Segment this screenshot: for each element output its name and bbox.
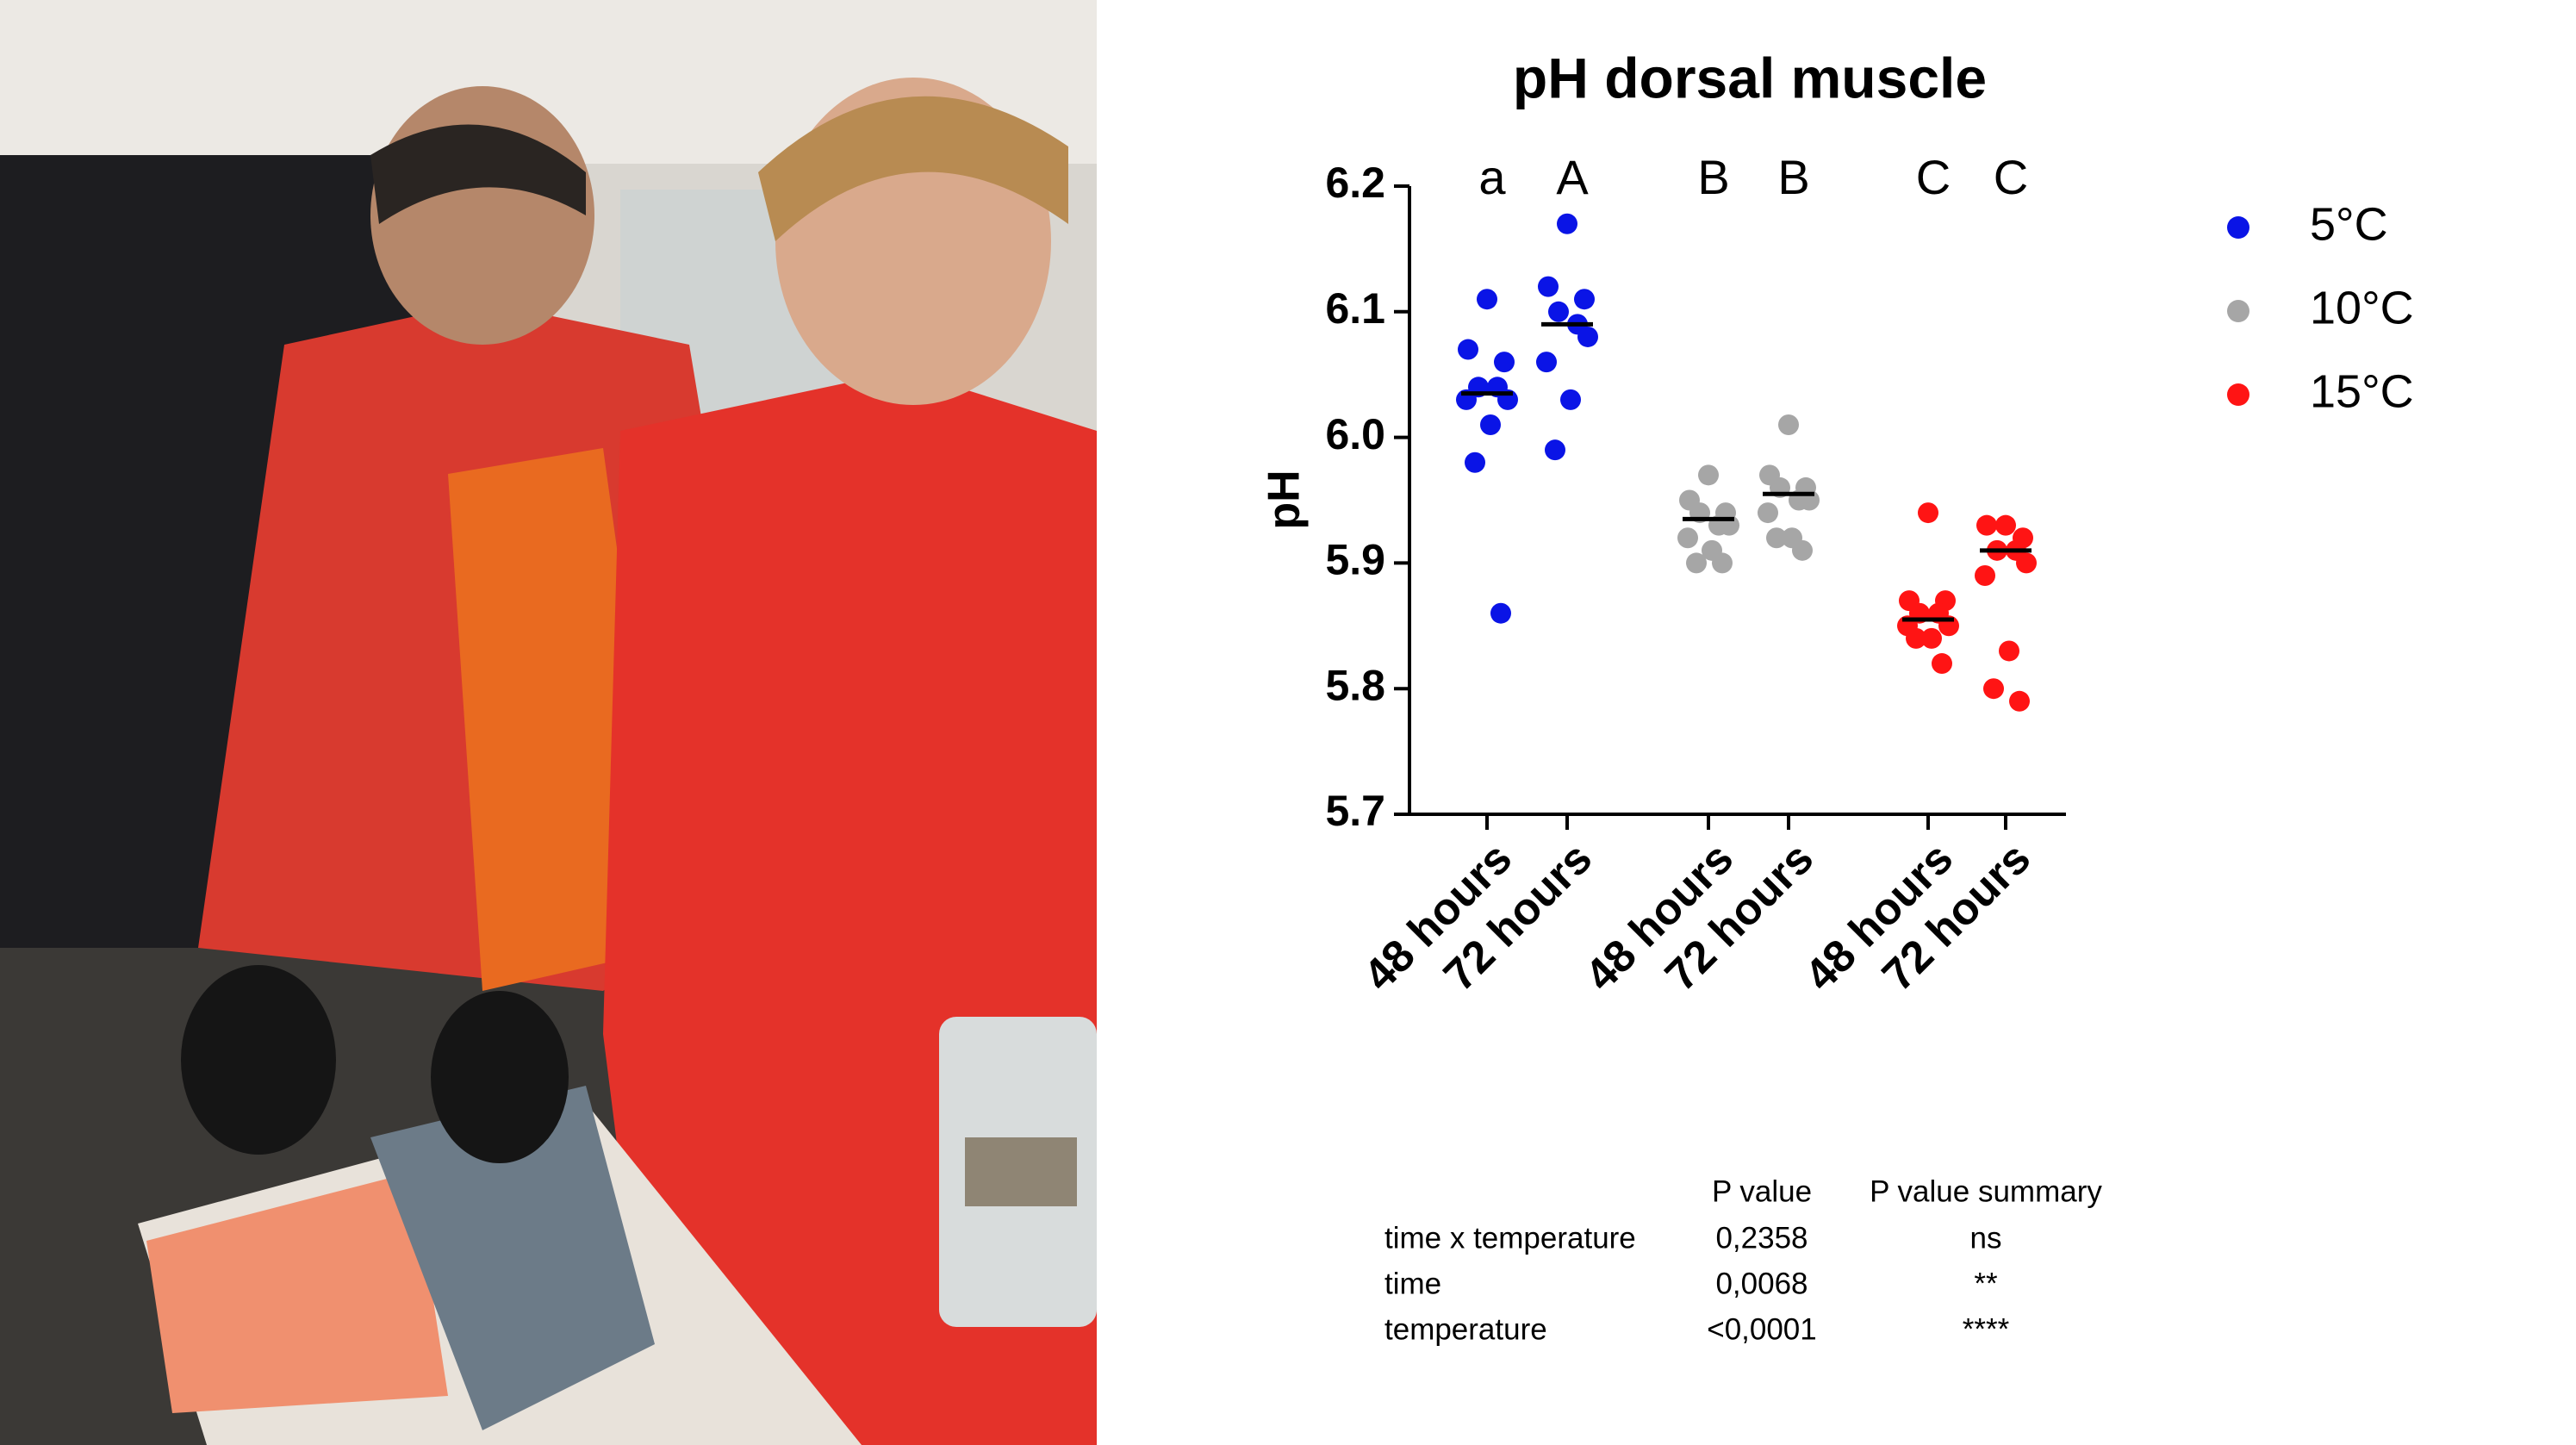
data-point <box>1698 464 1719 486</box>
data-point <box>1677 527 1698 549</box>
data-point <box>1976 514 1997 536</box>
table-cell: ns <box>1970 1221 2002 1255</box>
legend-label: 10°C <box>2310 282 2414 333</box>
data-point <box>1458 339 1478 360</box>
data-point <box>1536 352 1557 373</box>
legend-marker <box>2227 383 2249 406</box>
table-header: P value <box>1712 1174 1812 1208</box>
data-point <box>1480 414 1501 436</box>
table-cell: temperature <box>1384 1312 1547 1346</box>
p-value-table: P value P value summary time x temperature… <box>1384 1174 2102 1346</box>
data-point <box>1490 602 1511 624</box>
y-tick-label: 5.9 <box>1325 536 1385 584</box>
legend-label: 5°C <box>2310 198 2388 250</box>
table-cell: 0,0068 <box>1715 1267 1808 1300</box>
data-point <box>2009 690 2030 712</box>
data-point <box>1686 552 1707 574</box>
data-point <box>1975 564 1995 586</box>
y-tick-label: 6.1 <box>1325 284 1385 333</box>
data-point <box>1465 452 1485 473</box>
data-point <box>1548 301 1569 322</box>
data-point <box>1477 289 1497 310</box>
group-label: B <box>1777 150 1809 204</box>
group-label: C <box>1916 150 1951 204</box>
data-point <box>1999 640 2019 662</box>
data-point <box>1545 439 1565 461</box>
table-cell: time <box>1384 1267 1441 1300</box>
legend-marker <box>2227 300 2249 322</box>
y-tick-label: 5.7 <box>1325 787 1385 835</box>
data-point <box>2016 552 2037 574</box>
data-point <box>1995 514 2016 536</box>
data-point <box>1932 653 1952 675</box>
y-tick-label: 6.0 <box>1325 410 1385 458</box>
table-cell: ** <box>1974 1267 1998 1300</box>
group-label: C <box>1994 150 2028 204</box>
data-point <box>1574 289 1595 310</box>
y-tick-label: 6.2 <box>1325 159 1385 207</box>
data-point <box>1758 502 1778 524</box>
data-point <box>1560 389 1581 410</box>
data-point <box>1983 678 2004 700</box>
table-header: P value summary <box>1870 1174 2102 1208</box>
group-label: a <box>1478 150 1506 204</box>
group-label: A <box>1556 150 1589 204</box>
data-point <box>1918 502 1938 524</box>
data-point <box>1577 326 1598 347</box>
photo <box>0 0 1097 1445</box>
table-cell: **** <box>1963 1312 2010 1346</box>
data-point <box>1906 627 1926 649</box>
table-cell: <0,0001 <box>1707 1312 1817 1346</box>
chart-title: pH dorsal muscle <box>1513 46 1987 109</box>
table-cell: 0,2358 <box>1715 1221 1808 1255</box>
legend-label: 15°C <box>2310 365 2414 417</box>
y-axis-label: pH <box>1260 470 1310 529</box>
data-point <box>1494 352 1515 373</box>
data-point <box>1766 527 1787 549</box>
data-point <box>1792 539 1813 561</box>
group-label: B <box>1697 150 1729 204</box>
data-point <box>1557 213 1577 234</box>
data-point <box>1778 414 1799 436</box>
y-tick-label: 5.8 <box>1325 661 1385 709</box>
data-point <box>1712 552 1733 574</box>
data-point <box>1538 276 1559 297</box>
data-point <box>1921 627 1942 649</box>
legend-marker <box>2227 216 2249 239</box>
table-cell: time x temperature <box>1384 1221 1636 1255</box>
